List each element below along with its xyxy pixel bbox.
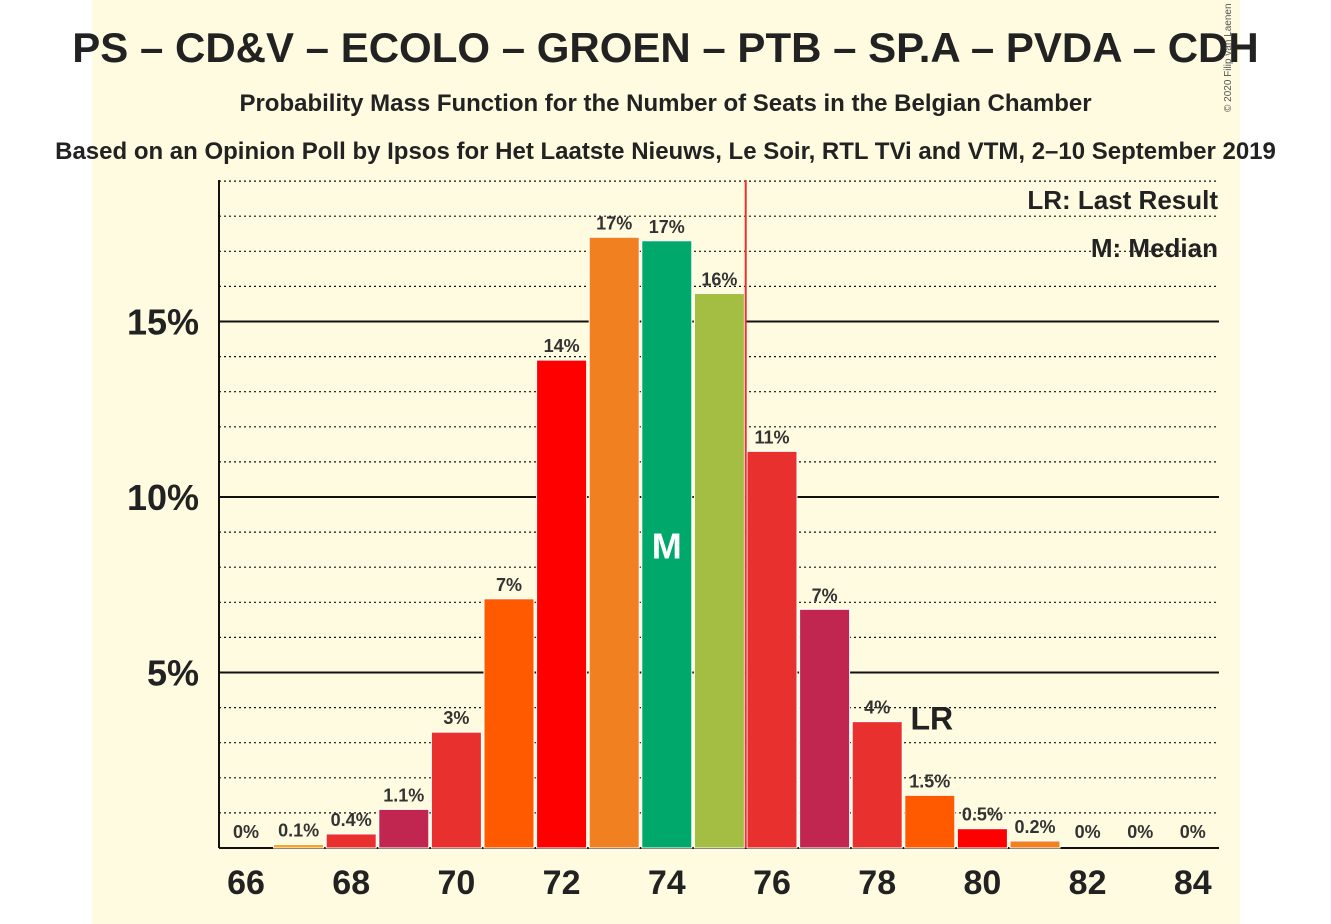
bars <box>273 236 1061 849</box>
chart-source: Based on an Opinion Poll by Ipsos for He… <box>55 138 1276 165</box>
data-label: 4% <box>864 698 890 718</box>
x-tick-label: 74 <box>648 864 686 902</box>
x-tick-label: 68 <box>332 864 370 902</box>
y-tick-label: 15% <box>127 302 199 343</box>
data-label: 0% <box>1180 822 1206 842</box>
data-label: 7% <box>496 575 522 595</box>
bar <box>273 843 325 849</box>
x-tick-label: 66 <box>227 864 265 902</box>
x-tick-label: 82 <box>1069 864 1107 902</box>
data-label: 0.4% <box>331 810 372 830</box>
x-tick-label: 80 <box>963 864 1001 902</box>
bar <box>483 598 535 849</box>
bar <box>1009 840 1061 849</box>
y-tick-label: 5% <box>147 653 199 694</box>
bar <box>536 359 588 849</box>
data-label: 0% <box>1075 822 1101 842</box>
median-marker: M <box>652 525 682 566</box>
data-label: 0.2% <box>1014 817 1055 837</box>
data-label: 0.1% <box>278 820 319 840</box>
legend-last-result: LR: Last Result <box>1027 185 1218 215</box>
bar <box>378 808 430 849</box>
data-label: 1.5% <box>909 771 950 791</box>
x-tick-label: 76 <box>753 864 791 902</box>
last-result-marker: LR <box>910 700 953 736</box>
x-tick-label: 78 <box>858 864 896 902</box>
chart-title: PS – CD&V – ECOLO – GROEN – PTB – SP.A –… <box>72 24 1259 71</box>
data-label: 17% <box>596 213 632 233</box>
data-label: 0% <box>233 822 259 842</box>
bar <box>588 236 640 849</box>
bar <box>641 240 693 849</box>
x-tick-label: 70 <box>437 864 475 902</box>
bar <box>430 731 482 849</box>
y-tick-label: 10% <box>127 477 199 518</box>
data-label: 17% <box>649 217 685 237</box>
bar <box>746 450 798 849</box>
bar <box>693 292 745 849</box>
data-label: 3% <box>443 708 469 728</box>
data-labels: 0% 0.1% 0.4% 1.1% 3% 7% 14% 17% 17% 16% 11% 7% 4% 1.5… <box>233 213 1206 842</box>
bar <box>851 721 903 849</box>
data-label: 7% <box>812 585 838 605</box>
legend-median: M: Median <box>1091 233 1218 263</box>
data-label: 0.5% <box>962 805 1003 825</box>
bar <box>799 608 851 849</box>
x-tick-label: 72 <box>543 864 581 902</box>
data-label: 1.1% <box>383 785 424 805</box>
data-label: 14% <box>544 336 580 356</box>
bar <box>325 833 377 849</box>
bar <box>904 794 956 849</box>
data-label: 16% <box>701 269 737 289</box>
x-tick-label: 84 <box>1174 864 1212 902</box>
data-label: 11% <box>754 427 789 447</box>
bar <box>956 828 1008 849</box>
y-tick-labels: 5% 10% 15% <box>127 302 199 694</box>
chart-subtitle: Probability Mass Function for the Number… <box>239 90 1092 117</box>
markers: M LR <box>652 180 953 848</box>
data-label: 0% <box>1127 822 1153 842</box>
x-tick-labels: 66 68 70 72 74 76 78 80 82 84 <box>227 864 1212 902</box>
